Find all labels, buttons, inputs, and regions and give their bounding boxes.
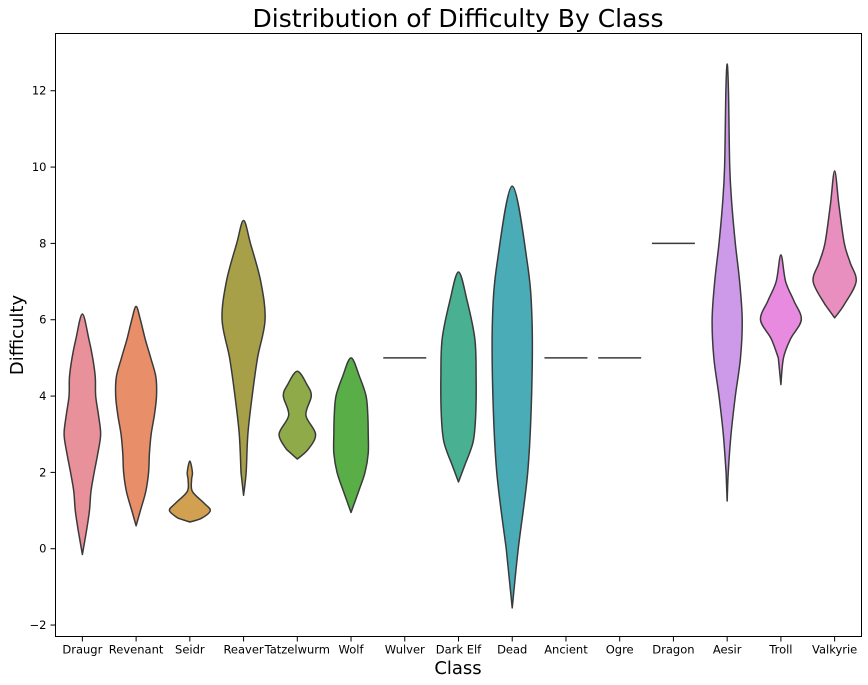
- y-tick-label: 12: [32, 84, 47, 98]
- violin-dead: [491, 185, 534, 609]
- x-axis-label: Class: [434, 658, 481, 679]
- x-tick-label: Dragon: [652, 643, 694, 657]
- y-tick-label: 2: [39, 465, 46, 479]
- violin-aesir: [711, 63, 743, 502]
- x-tick-label: Draugr: [62, 643, 102, 657]
- y-tick-label: 10: [32, 160, 47, 174]
- y-axis-label: Difficulty: [7, 295, 28, 376]
- x-tick-label: Dark Elf: [436, 643, 482, 657]
- y-tick-label: 0: [39, 542, 46, 556]
- violin-valkyrie: [812, 170, 857, 319]
- x-axis: Draugr Revenant Seidr Reaver Tatzelwurm Wolf W…: [62, 636, 857, 657]
- x-tick-label: Dead: [497, 643, 527, 657]
- violin-troll: [759, 254, 803, 386]
- x-tick-label: Wolf: [339, 643, 365, 657]
- chart-title: Distribution of Difficulty By Class: [253, 4, 664, 33]
- x-tick-label: Reaver: [223, 643, 263, 657]
- violin-dark-elf: [440, 271, 477, 483]
- x-tick-label: Ogre: [606, 643, 634, 657]
- x-tick-label: Wulver: [385, 643, 425, 657]
- violin-group: [63, 63, 857, 609]
- x-tick-label: Revenant: [109, 643, 164, 657]
- violin-seidr: [168, 460, 211, 523]
- x-tick-label: Tatzelwurm: [264, 643, 330, 657]
- x-tick-label: Troll: [768, 643, 792, 657]
- violin-wolf: [332, 357, 370, 514]
- y-tick-label: 8: [39, 236, 46, 250]
- x-tick-label: Seidr: [175, 643, 205, 657]
- x-tick-label: Ancient: [544, 643, 588, 657]
- x-tick-label: Aesir: [713, 643, 742, 657]
- violin-revenant: [114, 305, 158, 527]
- x-tick-label: Valkyrie: [812, 643, 857, 657]
- y-tick-label: 4: [39, 389, 46, 403]
- y-tick-label: 6: [39, 313, 46, 327]
- violin-reaver: [221, 219, 266, 497]
- y-tick-label: −2: [30, 618, 47, 632]
- violin-tatzelwurm: [278, 370, 317, 460]
- violin-draugr: [63, 313, 102, 556]
- y-axis: −2 0 2 4 6 8 10 12: [30, 84, 56, 632]
